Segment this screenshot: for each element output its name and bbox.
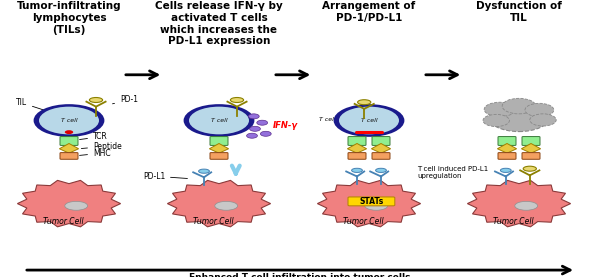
Text: Tumor Cell: Tumor Cell [193,217,233,226]
Ellipse shape [230,98,244,102]
Circle shape [484,102,515,117]
Circle shape [483,114,509,127]
Text: TCR: TCR [80,132,108,141]
Polygon shape [59,143,79,153]
FancyBboxPatch shape [348,153,366,159]
Text: PD-1: PD-1 [113,96,138,104]
Circle shape [34,104,104,137]
Circle shape [257,120,268,125]
Text: Peptide: Peptide [82,142,122,151]
Polygon shape [167,180,271,227]
FancyBboxPatch shape [60,153,78,159]
FancyBboxPatch shape [522,137,540,145]
Ellipse shape [89,98,103,102]
Polygon shape [521,143,541,153]
Text: Tumor Cell: Tumor Cell [493,217,533,226]
Ellipse shape [358,100,371,105]
Text: T cell: T cell [361,118,377,123]
Circle shape [65,130,73,134]
Ellipse shape [515,201,538,210]
Text: T cell: T cell [61,118,77,123]
Ellipse shape [215,201,238,210]
Text: TIL: TIL [16,98,44,110]
Text: Enhanced T cell infiltration into tumor cells: Enhanced T cell infiltration into tumor … [189,273,411,277]
FancyBboxPatch shape [60,137,78,145]
FancyBboxPatch shape [522,153,540,159]
FancyBboxPatch shape [348,137,366,145]
Circle shape [189,107,249,134]
FancyBboxPatch shape [210,153,228,159]
Text: IFN-γ: IFN-γ [273,121,298,130]
Circle shape [247,133,257,138]
Polygon shape [497,143,517,153]
Text: STATs: STATs [359,197,383,206]
Text: Tumor Cell: Tumor Cell [43,217,83,226]
Polygon shape [371,143,391,153]
Text: MHC: MHC [80,149,110,158]
Circle shape [525,103,554,117]
Polygon shape [467,180,571,227]
Circle shape [530,114,556,126]
FancyBboxPatch shape [498,137,516,145]
Ellipse shape [352,168,362,172]
Circle shape [260,131,271,136]
Text: Tumor-infiltrating
lymphocytes
(TILs): Tumor-infiltrating lymphocytes (TILs) [17,1,121,35]
Polygon shape [317,180,421,227]
Ellipse shape [365,201,388,210]
Circle shape [184,104,254,137]
Circle shape [502,98,536,114]
Circle shape [339,107,399,134]
Circle shape [248,114,259,119]
Polygon shape [209,143,229,153]
Text: Dysfunction of
TIL: Dysfunction of TIL [476,1,562,23]
Circle shape [489,104,549,132]
Polygon shape [17,180,121,227]
Circle shape [39,107,99,134]
Ellipse shape [376,168,386,172]
Ellipse shape [523,166,536,171]
Text: Arrangement of
PD-1/PD-L1: Arrangement of PD-1/PD-L1 [322,1,416,23]
Text: Cells release IFN-γ by
activated T cells
which increases the
PD-L1 expression: Cells release IFN-γ by activated T cells… [155,1,283,46]
Circle shape [334,104,404,137]
Text: T cell induced PD-L1
upregulation: T cell induced PD-L1 upregulation [417,166,488,179]
FancyBboxPatch shape [348,197,395,206]
Ellipse shape [500,168,511,172]
FancyBboxPatch shape [498,153,516,159]
Circle shape [250,126,260,131]
FancyBboxPatch shape [210,137,228,145]
FancyBboxPatch shape [372,153,390,159]
FancyBboxPatch shape [372,137,390,145]
Text: T cell: T cell [319,117,336,122]
Ellipse shape [199,169,209,173]
Text: PD-L1: PD-L1 [143,172,187,181]
Polygon shape [347,143,367,153]
Text: T cell: T cell [211,118,227,123]
Ellipse shape [65,201,88,210]
Text: Tumor Cell: Tumor Cell [343,217,383,226]
